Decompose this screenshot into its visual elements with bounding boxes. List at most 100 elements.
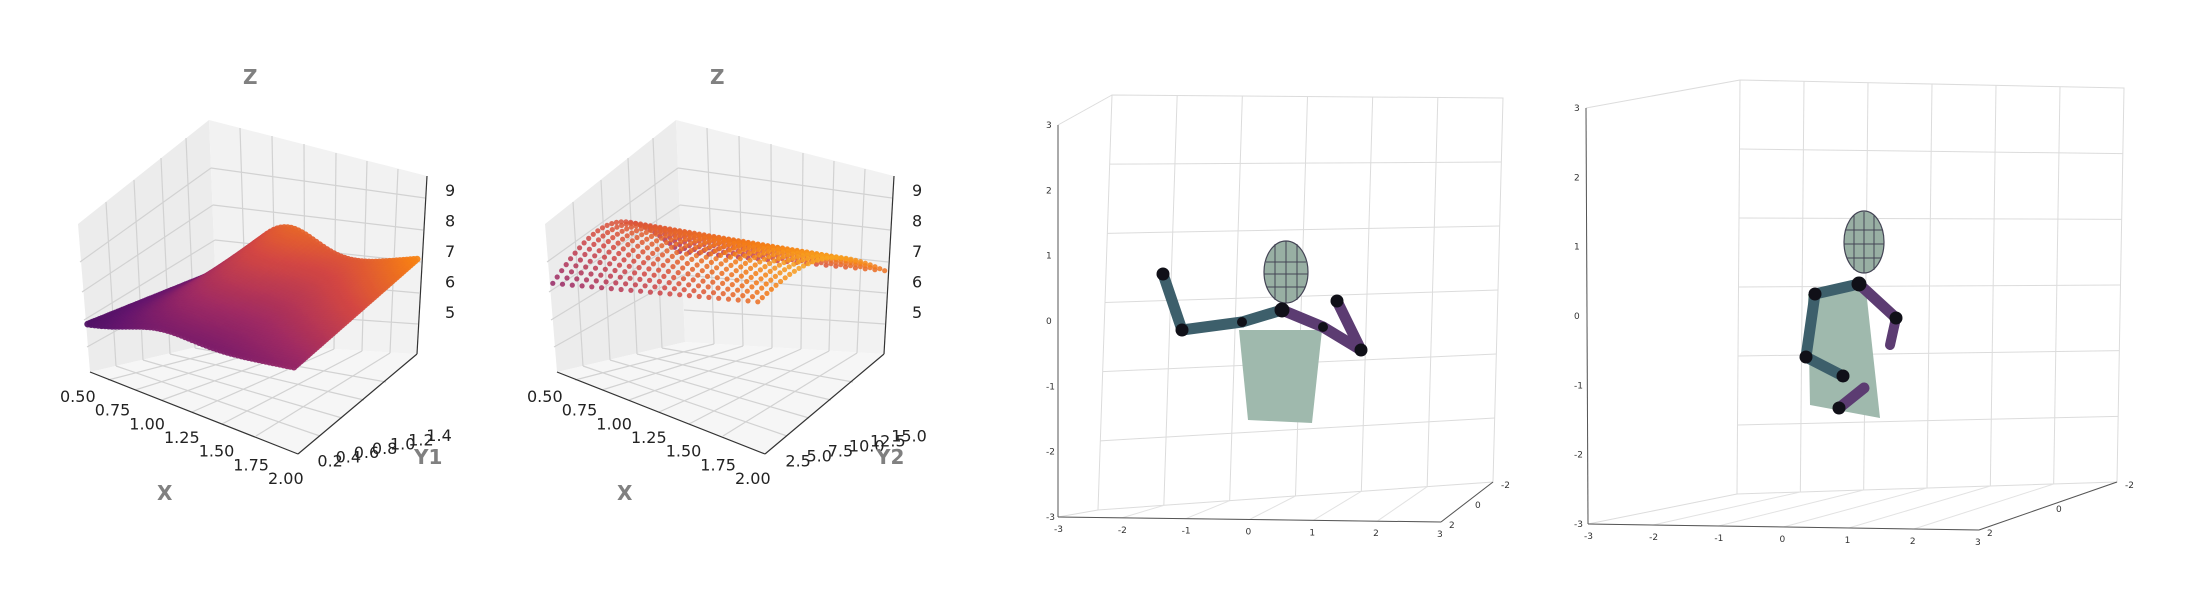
data-point [697, 236, 703, 242]
data-point [619, 222, 625, 228]
data-point [651, 272, 657, 278]
data-point [824, 255, 830, 261]
data-point [810, 259, 816, 265]
data-point [648, 228, 654, 234]
data-point [800, 253, 806, 259]
data-point [768, 277, 774, 283]
data-point [581, 240, 587, 246]
data-point [644, 236, 650, 242]
data-point [600, 233, 606, 239]
z-axis-line [416, 175, 428, 355]
data-point [760, 246, 767, 252]
data-point [577, 257, 584, 263]
data-point [791, 261, 797, 267]
z-tick-label: 6 [912, 273, 922, 292]
data-point [629, 230, 635, 236]
data-point [682, 236, 689, 242]
data-point [741, 247, 747, 253]
data-point [761, 250, 767, 256]
data-point [701, 289, 707, 295]
data-point [653, 231, 659, 237]
x-tick-label: 1.00 [596, 414, 632, 433]
data-point [621, 257, 627, 263]
data-point [663, 239, 670, 246]
x-tick-label: 0 [1246, 528, 1252, 538]
data-point [593, 278, 599, 284]
data-point [655, 256, 661, 262]
z-tick-label: 9 [912, 181, 922, 200]
data-point [763, 281, 769, 287]
data-point [666, 280, 672, 286]
data-point [659, 243, 665, 249]
x-tick-label: 0 [1780, 535, 1786, 545]
data-point [800, 257, 806, 263]
data-point [745, 298, 751, 304]
data-point [778, 278, 784, 285]
data-point [564, 275, 570, 281]
data-point [757, 267, 764, 273]
y-axis-line [297, 353, 418, 455]
data-point [663, 233, 669, 239]
x-tick-label: 2.00 [268, 469, 304, 488]
data-point [819, 256, 825, 262]
data-point [755, 299, 761, 305]
x-tick-label: -2 [1118, 526, 1127, 536]
data-point [756, 252, 762, 258]
data-point [625, 242, 631, 248]
data-point [628, 287, 634, 293]
data-point [671, 286, 678, 292]
data-point [751, 244, 757, 250]
data-point [727, 254, 734, 260]
data-point [668, 231, 674, 237]
data-point [781, 259, 787, 266]
data-point [626, 263, 632, 269]
data-point [592, 265, 599, 271]
data-point [696, 293, 702, 300]
data-point [673, 234, 679, 241]
data-point [674, 249, 680, 256]
data-point [786, 264, 792, 270]
right-upper-arm [1176, 316, 1248, 336]
data-point [667, 291, 673, 297]
data-point [631, 258, 637, 264]
data-point [644, 245, 651, 251]
x-tick-label: -1 [1182, 527, 1191, 537]
data-point [568, 256, 574, 262]
z-axis-title: Z [243, 65, 258, 89]
data-point [601, 243, 607, 249]
data-point [737, 249, 743, 255]
data-point [786, 257, 792, 263]
z-tick-label: 5 [445, 303, 455, 322]
data-point [708, 259, 715, 265]
data-point [712, 248, 719, 254]
z-tick-label: -3 [1574, 520, 1583, 530]
z-tick-label: 3 [1574, 104, 1580, 114]
z-tick-label: 7 [912, 242, 922, 261]
data-point [857, 259, 864, 265]
data-point [605, 238, 611, 245]
data-point [753, 280, 760, 286]
data-point [559, 268, 565, 274]
z-tick-label: 1 [1046, 252, 1052, 262]
data-point [577, 245, 583, 251]
x-tick-label: -2 [1649, 533, 1658, 543]
data-point [679, 255, 685, 261]
data-point [607, 273, 614, 279]
data-point [578, 270, 584, 276]
data-point [725, 296, 732, 302]
data-point [698, 249, 704, 255]
data-point [759, 285, 765, 291]
data-point [605, 229, 611, 236]
data-point [554, 274, 560, 280]
data-point [583, 264, 589, 270]
data-point [748, 274, 754, 280]
data-point [623, 221, 629, 227]
data-point [775, 250, 782, 256]
x-tick-label: 1.25 [631, 428, 667, 447]
z-axis-title: Z [710, 65, 725, 89]
data-point [722, 243, 728, 249]
data-point [684, 251, 690, 257]
data-point [559, 281, 566, 287]
data-point [643, 229, 649, 235]
data-point [626, 252, 632, 258]
